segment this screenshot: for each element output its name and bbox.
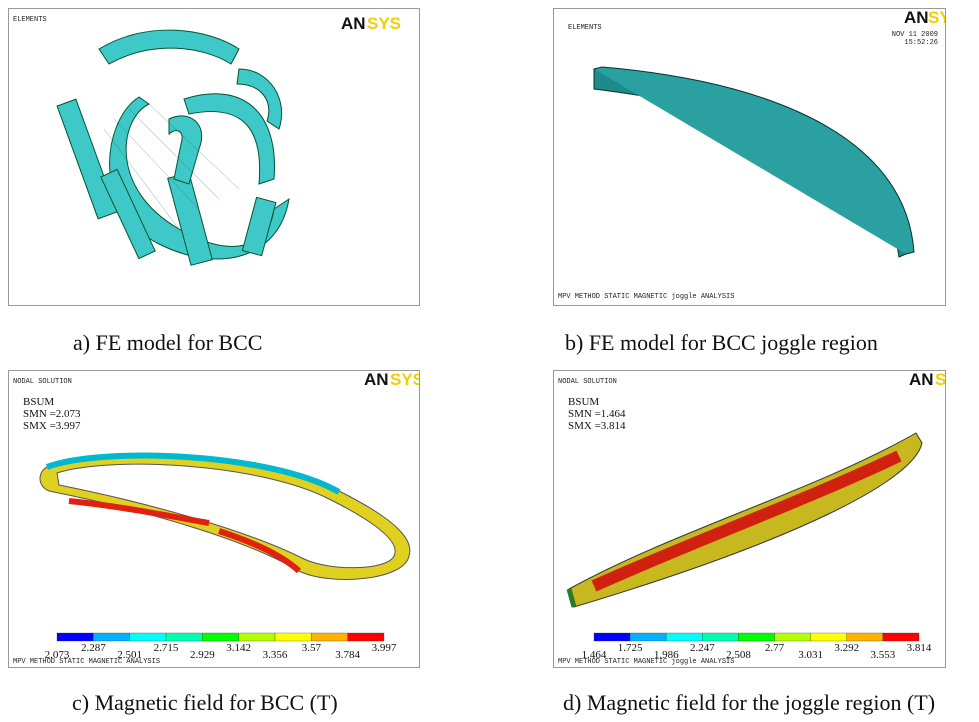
colorbar-label: 1.986 — [654, 649, 679, 661]
colorbar-segment — [883, 633, 919, 641]
colorbar-label: 3.784 — [335, 649, 360, 661]
colorbar-segment — [702, 633, 738, 641]
colorbar-segment — [311, 633, 347, 641]
colorbar-label: 3.356 — [263, 649, 288, 661]
colorbar-label: 2.715 — [154, 642, 179, 654]
caption: c) Magnetic field for BCC (T) — [72, 690, 338, 716]
colorbar-segment — [239, 633, 275, 641]
colorbar-label: 2.247 — [690, 642, 715, 654]
colorbar-label: 3.553 — [871, 649, 896, 661]
time: 15:52:26 — [904, 39, 938, 47]
colorbar-segment — [57, 633, 93, 641]
colorbar-label: 2.501 — [117, 649, 142, 661]
colorbar-segment — [847, 633, 883, 641]
plot-title: ELEMENTS — [568, 24, 602, 32]
logo-sys: SYS — [367, 14, 401, 33]
colorbar-segment — [275, 633, 311, 641]
colorbar-segment — [130, 633, 166, 641]
smn: SMN =2.073 — [23, 408, 81, 420]
logo-an: AN — [909, 371, 934, 389]
colorbar-label: 3.997 — [372, 642, 397, 654]
joggle-top — [594, 67, 914, 254]
coil-field — [40, 455, 410, 580]
logo-sys: SYS — [935, 371, 945, 389]
coil-high — [69, 501, 299, 571]
plot-title: ELEMENTS — [13, 16, 47, 24]
footer: MPV METHOD STATIC MAGNETIC joggle ANALYS… — [558, 293, 734, 301]
logo-an: AN — [904, 9, 929, 27]
date: NOV 11 2009 — [892, 31, 938, 39]
colorbar-label: 3.57 — [302, 642, 322, 654]
colorbar-segment — [348, 633, 384, 641]
colorbar-label: 3.292 — [834, 642, 859, 654]
quantity: BSUM — [23, 396, 54, 408]
colorbar-label: 3.031 — [798, 649, 823, 661]
figure-page: ELEMENTS ANSYS a) FE model for BCC ELEME… — [0, 0, 979, 722]
colorbar-label: 2.508 — [726, 649, 751, 661]
logo-an: AN — [364, 371, 389, 389]
colorbar-label: 2.77 — [765, 642, 785, 654]
caption: d) Magnetic field for the joggle region … — [563, 690, 935, 716]
caption: b) FE model for BCC joggle region — [565, 330, 878, 356]
colorbar-segment — [93, 633, 129, 641]
colorbar-segment — [738, 633, 774, 641]
colorbar-segment — [630, 633, 666, 641]
plot-title: NODAL SOLUTION — [558, 378, 617, 386]
logo-sys: SYS — [928, 9, 945, 27]
colorbar-segment — [811, 633, 847, 641]
plot-title: NODAL SOLUTION — [13, 378, 72, 386]
smx: SMX =3.814 — [568, 420, 626, 432]
colorbar-label: 1.464 — [582, 649, 607, 661]
joggle-high — [594, 456, 899, 586]
smx: SMX =3.997 — [23, 420, 81, 432]
colorbar-label: 2.929 — [190, 649, 215, 661]
colorbar-segment — [166, 633, 202, 641]
colorbar-label: 3.142 — [226, 642, 251, 654]
caption: a) FE model for BCC — [73, 330, 262, 356]
colorbar-label: 2.073 — [45, 649, 70, 661]
colorbar-label: 2.287 — [81, 642, 106, 654]
logo-sys: SYS — [390, 371, 419, 389]
fe-mesh — [57, 30, 289, 265]
colorbar-segment — [775, 633, 811, 641]
colorbar-segment — [594, 633, 630, 641]
quantity: BSUM — [568, 396, 599, 408]
smn: SMN =1.464 — [568, 408, 626, 420]
colorbar-label: 1.725 — [618, 642, 643, 654]
logo-an: AN — [341, 14, 366, 33]
colorbar-segment — [202, 633, 238, 641]
colorbar-segment — [666, 633, 702, 641]
colorbar-label: 3.814 — [907, 642, 932, 654]
